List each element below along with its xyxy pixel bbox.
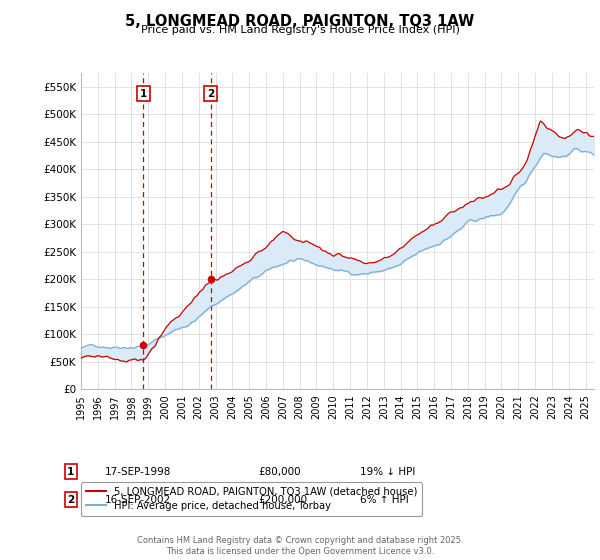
Text: £200,000: £200,000 (258, 494, 307, 505)
Text: 2: 2 (207, 88, 214, 99)
Legend: 5, LONGMEAD ROAD, PAIGNTON, TQ3 1AW (detached house), HPI: Average price, detach: 5, LONGMEAD ROAD, PAIGNTON, TQ3 1AW (det… (81, 482, 422, 516)
Text: 17-SEP-1998: 17-SEP-1998 (105, 466, 172, 477)
Text: Contains HM Land Registry data © Crown copyright and database right 2025.
This d: Contains HM Land Registry data © Crown c… (137, 536, 463, 556)
Text: 6% ↑ HPI: 6% ↑ HPI (360, 494, 409, 505)
Text: 16-SEP-2002: 16-SEP-2002 (105, 494, 171, 505)
Text: 1: 1 (67, 466, 74, 477)
Text: £80,000: £80,000 (258, 466, 301, 477)
Text: 1: 1 (140, 88, 147, 99)
Text: 19% ↓ HPI: 19% ↓ HPI (360, 466, 415, 477)
Text: 5, LONGMEAD ROAD, PAIGNTON, TQ3 1AW: 5, LONGMEAD ROAD, PAIGNTON, TQ3 1AW (125, 14, 475, 29)
Text: 2: 2 (67, 494, 74, 505)
Text: Price paid vs. HM Land Registry's House Price Index (HPI): Price paid vs. HM Land Registry's House … (140, 25, 460, 35)
